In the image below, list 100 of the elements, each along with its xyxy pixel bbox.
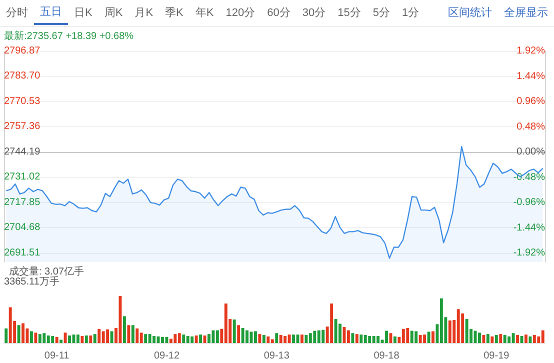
- bar: [322, 330, 325, 343]
- bar: [34, 332, 38, 343]
- bar: [385, 330, 388, 343]
- bar: [110, 331, 114, 343]
- bar: [292, 334, 295, 343]
- y-tick-label: 2783.70: [4, 70, 41, 82]
- y2-tick-label: 1.92%: [516, 46, 546, 56]
- bar: [288, 334, 291, 343]
- y2-tick-label: 0.00%: [516, 146, 546, 158]
- y2-tick-label: 1.44%: [516, 70, 546, 82]
- bar: [414, 331, 418, 343]
- bar: [275, 333, 278, 343]
- bar: [241, 328, 244, 343]
- y2-tick-label: -0.96%: [513, 197, 546, 208]
- x-tick-label: 09-18: [374, 350, 400, 362]
- text: 120分: [224, 6, 256, 21]
- y2-tick-label: 0.48%: [516, 121, 546, 132]
- bar: [161, 336, 164, 343]
- bar: [360, 334, 363, 343]
- bar: [423, 334, 426, 343]
- bar: [64, 332, 67, 343]
- bar: [258, 334, 262, 343]
- y-tick-label: 2717.85: [4, 196, 41, 208]
- y2-tick-label: -1.92%: [513, 248, 546, 259]
- y-tick-label: 2731.02: [4, 172, 41, 183]
- bar: [508, 336, 511, 343]
- bar: [199, 334, 202, 343]
- text: 3365.11万手: [4, 276, 60, 288]
- y-tick-label: 2796.87: [4, 46, 41, 56]
- y-tick-label: 2757.36: [4, 121, 41, 132]
- bar: [178, 333, 181, 343]
- bar: [402, 328, 405, 343]
- bar: [478, 332, 481, 343]
- bar: [308, 333, 312, 343]
- bar: [212, 330, 215, 343]
- bar: [254, 331, 257, 343]
- bar: [346, 330, 350, 343]
- bar: [486, 334, 490, 343]
- y2-tick-label: 0.96%: [516, 96, 546, 108]
- chart-title: 成交量: 3.07亿手: [9, 266, 84, 278]
- bar: [270, 339, 274, 343]
- text: 全屏显示: [503, 6, 549, 21]
- bar: [30, 331, 33, 343]
- bar: [410, 330, 414, 343]
- text: 月K: [134, 6, 154, 21]
- bar: [46, 335, 50, 343]
- bar: [148, 334, 152, 343]
- bar: [376, 336, 380, 343]
- text: 30分: [301, 6, 327, 21]
- bar: [330, 304, 334, 343]
- text: 季K: [164, 6, 184, 21]
- text: 周K: [103, 6, 124, 21]
- bar: [232, 320, 236, 343]
- bar: [262, 335, 266, 343]
- bar: [266, 336, 270, 343]
- text: 年K: [194, 6, 215, 21]
- bar: [418, 335, 422, 343]
- bar: [80, 336, 84, 343]
- chart-subtitle: 最新:2735.67 +18.39 +0.68%: [4, 30, 134, 43]
- bar: [482, 335, 486, 343]
- bar: [461, 313, 464, 343]
- y-tick-label: 2770.53: [4, 96, 41, 107]
- bar: [313, 330, 316, 343]
- bar: [51, 336, 54, 343]
- bar: [84, 335, 88, 343]
- bar: [89, 335, 92, 343]
- bar: [524, 334, 528, 343]
- bar: [300, 334, 304, 343]
- bar: [490, 336, 494, 343]
- bar: [38, 334, 42, 343]
- bar: [284, 336, 287, 343]
- bar: [532, 335, 536, 343]
- bar: [131, 325, 134, 343]
- bar: [144, 334, 148, 343]
- x-tick-label: 09-13: [264, 350, 290, 362]
- bar: [372, 336, 376, 343]
- bar: [152, 336, 156, 343]
- text: 60分: [266, 6, 292, 21]
- bar: [190, 336, 194, 343]
- bar: [406, 328, 410, 343]
- bar: [136, 328, 139, 343]
- bar: [503, 335, 506, 343]
- bar: [127, 325, 130, 343]
- bar: [364, 335, 367, 343]
- text: 区间统计: [447, 6, 493, 21]
- y-tick-label: 2744.19: [4, 146, 41, 158]
- bar: [186, 336, 190, 343]
- text: 日K: [73, 6, 94, 21]
- x-tick-label: 09-19: [484, 350, 510, 362]
- bar: [432, 331, 434, 343]
- y2-tick-label: -0.48%: [513, 172, 546, 183]
- text: 分时: [5, 6, 29, 21]
- bar: [102, 331, 105, 343]
- bar: [393, 336, 396, 343]
- bar: [317, 330, 320, 343]
- bar: [528, 336, 532, 343]
- bar: [165, 336, 168, 343]
- bar: [304, 335, 308, 343]
- x-tick-label: 09-12: [154, 350, 180, 362]
- bar: [499, 334, 502, 343]
